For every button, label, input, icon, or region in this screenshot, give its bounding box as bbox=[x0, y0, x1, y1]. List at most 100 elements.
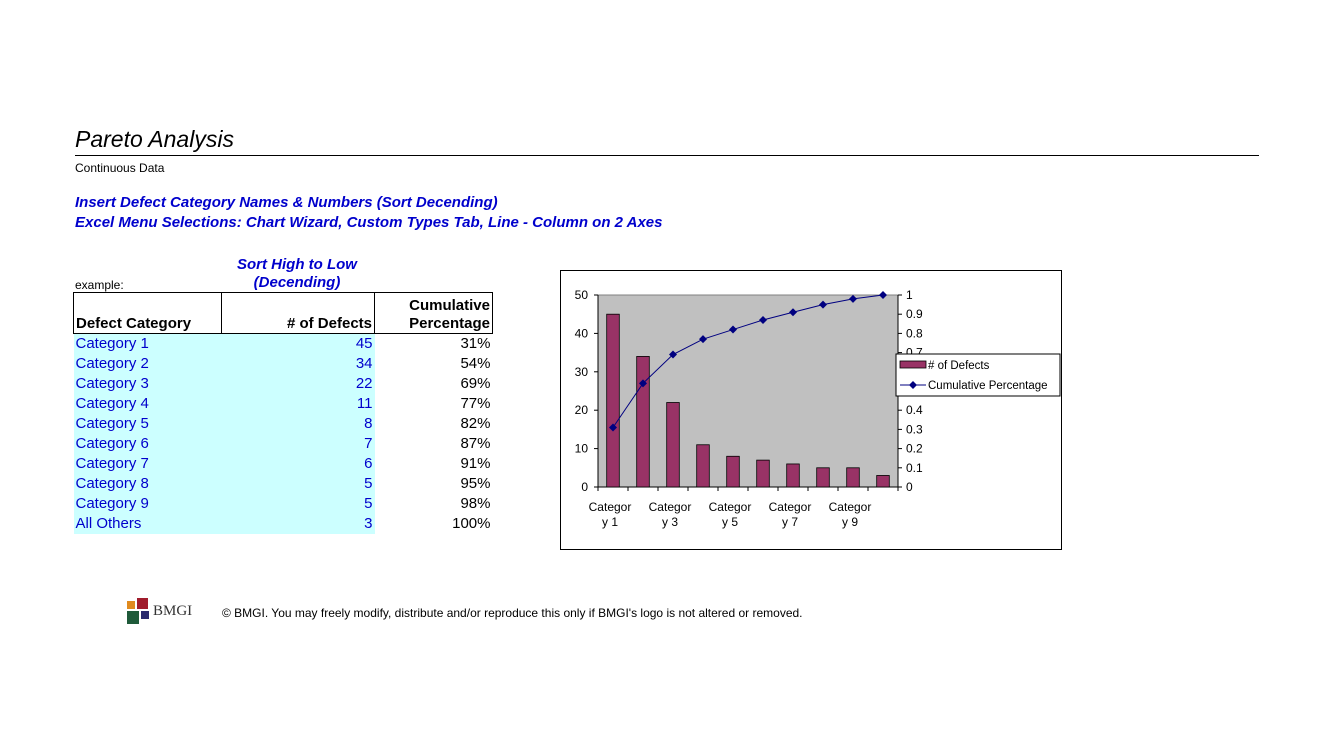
x-axis-tick-label: Categor bbox=[829, 500, 872, 514]
cell-category[interactable]: Category 7 bbox=[73, 454, 222, 474]
right-axis-tick-label: 0.4 bbox=[906, 403, 923, 417]
cell-category[interactable]: Category 8 bbox=[73, 474, 222, 494]
x-axis-tick-label: y 5 bbox=[722, 515, 738, 529]
cumulative-line bbox=[612, 294, 884, 428]
bmgi-logo: BMGI bbox=[127, 598, 192, 624]
table-header-row: Defect Category # of Defects Cumulative … bbox=[73, 292, 493, 334]
example-label: example: bbox=[75, 278, 124, 292]
table-row: All Others 3 100% bbox=[73, 514, 493, 534]
left-axis-tick-label: 10 bbox=[575, 442, 589, 456]
cell-defects[interactable]: 45 bbox=[221, 333, 375, 354]
legend-label-cumulative: Cumulative Percentage bbox=[928, 380, 1048, 392]
cell-defects[interactable]: 22 bbox=[221, 374, 375, 394]
header-cumulative-percentage[interactable]: Cumulative Percentage bbox=[374, 292, 493, 334]
cumulative-point bbox=[699, 335, 707, 344]
cell-cumulative[interactable]: 91% bbox=[460, 455, 491, 472]
bar-defects bbox=[606, 313, 620, 488]
cell-defects[interactable]: 11 bbox=[221, 394, 375, 414]
x-axis-tick-label: Categor bbox=[649, 500, 692, 514]
table-row: Category 8 5 95% bbox=[73, 474, 493, 494]
header-cumulative-line-1: Cumulative bbox=[409, 297, 490, 314]
right-axis-tick-label: 0.1 bbox=[906, 461, 923, 475]
header-cumulative-line-2: Percentage bbox=[409, 315, 490, 332]
table-row: Category 7 6 91% bbox=[73, 454, 493, 474]
left-axis-tick-label: 50 bbox=[575, 288, 589, 302]
cell-category[interactable]: Category 2 bbox=[73, 354, 222, 374]
cumulative-point bbox=[879, 291, 887, 299]
cumulative-point bbox=[609, 423, 617, 432]
cell-cumulative[interactable]: 100% bbox=[452, 515, 491, 532]
left-axis-tick-label: 0 bbox=[581, 480, 588, 494]
bar-defects bbox=[876, 475, 890, 488]
cell-defects[interactable]: 8 bbox=[221, 414, 375, 434]
cell-category[interactable]: Category 3 bbox=[73, 374, 222, 394]
cumulative-point bbox=[669, 350, 677, 359]
sort-note-line-1: Sort High to Low bbox=[237, 256, 357, 273]
cell-category[interactable]: Category 4 bbox=[73, 394, 222, 414]
cumulative-point bbox=[729, 325, 737, 334]
x-axis-tick-label: Categor bbox=[589, 500, 632, 514]
cell-cumulative[interactable]: 98% bbox=[460, 495, 491, 512]
cell-category[interactable]: Category 5 bbox=[73, 414, 222, 434]
cell-defects[interactable]: 5 bbox=[221, 494, 375, 514]
x-axis-tick-label: y 1 bbox=[602, 515, 618, 529]
cumulative-point bbox=[849, 294, 857, 303]
instruction-line-2: Excel Menu Selections: Chart Wizard, Cus… bbox=[75, 214, 663, 231]
bar-defects bbox=[786, 463, 800, 488]
table-row: Category 9 5 98% bbox=[73, 494, 493, 514]
cell-cumulative[interactable]: 95% bbox=[460, 475, 491, 492]
header-num-defects[interactable]: # of Defects bbox=[221, 292, 375, 334]
cell-defects[interactable]: 3 bbox=[221, 514, 375, 534]
bar-defects bbox=[666, 402, 680, 488]
table-body: Category 1 45 31% Category 2 34 54% Category 3… bbox=[73, 333, 493, 534]
cell-defects[interactable]: 34 bbox=[221, 354, 375, 374]
cell-cumulative[interactable]: 69% bbox=[460, 375, 491, 392]
cell-cumulative[interactable]: 87% bbox=[460, 435, 491, 452]
page-subtitle: Continuous Data bbox=[75, 161, 165, 175]
right-axis-tick-label: 1 bbox=[906, 288, 913, 302]
instruction-line-1: Insert Defect Category Names & Numbers (… bbox=[75, 194, 498, 211]
svg-text:BMGI: BMGI bbox=[153, 603, 192, 619]
cell-defects[interactable]: 5 bbox=[221, 474, 375, 494]
x-axis-tick-label: y 3 bbox=[662, 515, 678, 529]
bar-defects bbox=[816, 467, 830, 488]
cell-defects[interactable]: 6 bbox=[221, 454, 375, 474]
cell-cumulative[interactable]: 82% bbox=[460, 415, 491, 432]
x-axis-tick-label: y 7 bbox=[782, 515, 798, 529]
sort-note: Sort High to Low (Decending) bbox=[222, 256, 372, 292]
left-axis-tick-label: 20 bbox=[575, 403, 589, 417]
copyright-notice: © BMGI. You may freely modify, distribut… bbox=[222, 606, 803, 620]
cell-category[interactable]: All Others bbox=[73, 514, 222, 534]
cell-cumulative[interactable]: 54% bbox=[460, 355, 491, 372]
cell-category[interactable]: Category 1 bbox=[73, 333, 222, 354]
right-axis-tick-label: 0.8 bbox=[906, 326, 923, 340]
cell-category[interactable]: Category 9 bbox=[73, 494, 222, 514]
right-axis-tick-label: 0.9 bbox=[906, 307, 923, 321]
legend-bar-swatch bbox=[899, 360, 927, 369]
left-axis-tick-label: 30 bbox=[575, 365, 589, 379]
title-divider bbox=[75, 155, 1259, 156]
table-row: Category 1 45 31% bbox=[73, 333, 493, 354]
x-axis-tick-label: Categor bbox=[709, 500, 752, 514]
cell-cumulative[interactable]: 31% bbox=[460, 335, 491, 352]
sort-note-line-2: (Decending) bbox=[253, 274, 341, 291]
legend-label-defects: # of Defects bbox=[928, 360, 990, 372]
bar-defects bbox=[636, 356, 650, 488]
page-title: Pareto Analysis bbox=[75, 126, 234, 152]
cumulative-point bbox=[759, 315, 767, 324]
cumulative-point bbox=[789, 308, 797, 317]
bar-defects bbox=[756, 459, 770, 488]
table-row: Category 6 7 87% bbox=[73, 434, 493, 454]
bar-defects bbox=[726, 455, 740, 488]
right-axis-tick-label: 0.2 bbox=[906, 442, 923, 456]
cell-category[interactable]: Category 6 bbox=[73, 434, 222, 454]
cumulative-point bbox=[639, 379, 647, 388]
cumulative-point bbox=[819, 300, 827, 309]
pareto-chart[interactable]: 0102030405000.10.20.30.40.50.60.70.80.91… bbox=[560, 270, 1062, 550]
header-defect-category[interactable]: Defect Category bbox=[73, 292, 222, 334]
cell-defects[interactable]: 7 bbox=[221, 434, 375, 454]
table-row: Category 5 8 82% bbox=[73, 414, 493, 434]
x-axis-tick-label: Categor bbox=[769, 500, 812, 514]
defect-table: Defect Category # of Defects Cumulative … bbox=[73, 292, 493, 534]
cell-cumulative[interactable]: 77% bbox=[460, 395, 491, 412]
